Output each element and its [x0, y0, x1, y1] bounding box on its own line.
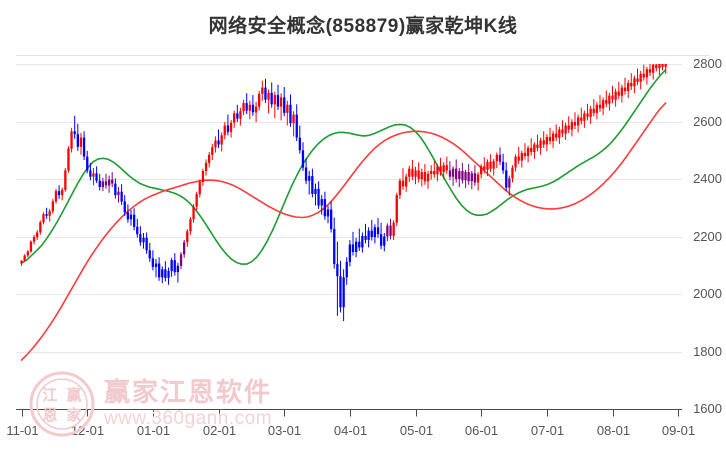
y-axis-tick-label: 1800: [693, 343, 722, 359]
x-axis-tick-label: 08-01: [596, 423, 631, 438]
y-axis-tick-label: 2400: [693, 171, 722, 186]
gridlines: [16, 64, 682, 353]
x-axis-tick-label: 03-01: [267, 423, 302, 438]
y-axis-tick-label: 2000: [693, 286, 722, 301]
x-axis-tick-label: 11-01: [6, 423, 39, 438]
x-axis-tick-label: 12-01: [70, 423, 105, 438]
axes: [16, 409, 682, 417]
x-axis-tick-label: 05-01: [399, 423, 434, 438]
x-axis-tick-label: 06-01: [464, 423, 499, 438]
x-axis-tick-label: 09-01: [661, 423, 696, 438]
x-axis-tick-label: 07-01: [530, 423, 565, 438]
x-axis-tick-label: 01-01: [136, 423, 171, 438]
y-axis-tick-label: 2200: [693, 228, 722, 244]
title-divider: [16, 55, 710, 56]
y-axis-tick-label: 1600: [693, 401, 722, 416]
x-axis-tick-label: 04-01: [333, 423, 368, 438]
page-title: 网络安全概念(858879)赢家乾坤K线: [208, 16, 518, 37]
y-axis-tick-label: 2600: [693, 113, 722, 129]
price-series: [20, 64, 667, 361]
y-axis-tick-label: 2800: [693, 56, 722, 71]
candlestick-plot-area: [16, 64, 682, 417]
x-axis-tick-label: 02-01: [202, 423, 237, 438]
